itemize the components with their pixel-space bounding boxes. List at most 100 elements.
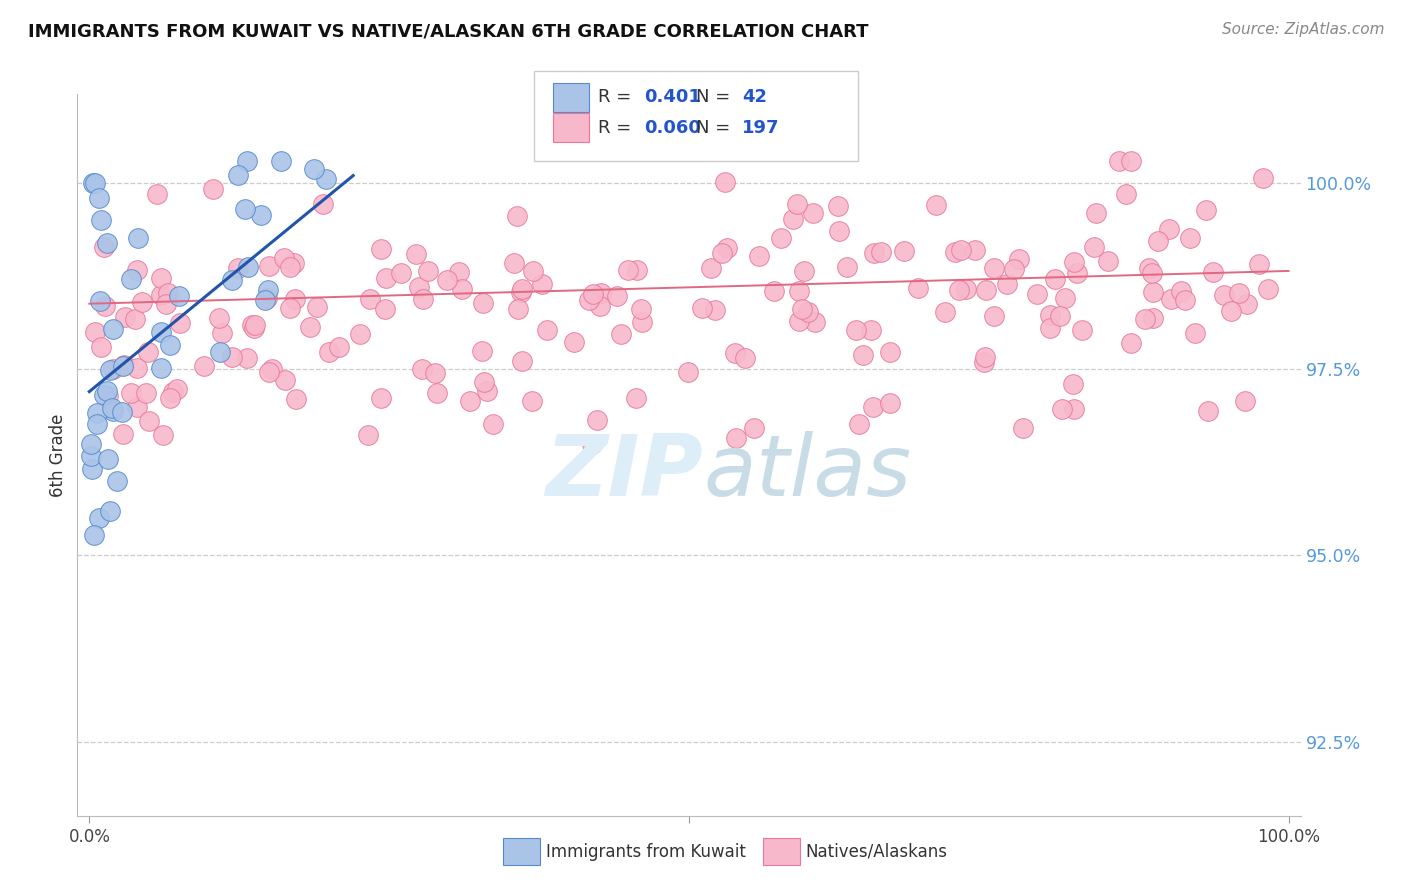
Point — [1049, 309, 1071, 323]
Point — [949, 243, 972, 257]
Point — [893, 244, 915, 259]
Point — [127, 263, 149, 277]
Point — [155, 297, 177, 311]
Point — [503, 255, 526, 269]
Point — [87, 511, 110, 525]
Point — [273, 373, 295, 387]
Text: N =: N = — [696, 88, 735, 106]
Point — [408, 280, 430, 294]
Point — [1140, 266, 1163, 280]
Point — [94, 299, 117, 313]
Point — [630, 301, 652, 316]
Point — [522, 264, 544, 278]
Point — [1135, 311, 1157, 326]
Point — [724, 346, 747, 360]
Point — [1227, 286, 1250, 301]
Point — [510, 282, 533, 296]
Point — [375, 271, 398, 285]
Point — [458, 394, 481, 409]
Point — [586, 413, 609, 427]
Point — [87, 191, 110, 205]
Point — [328, 340, 350, 354]
Point — [235, 154, 257, 169]
Point — [356, 428, 378, 442]
Point — [370, 391, 392, 405]
Point — [1137, 260, 1160, 275]
Point — [1197, 403, 1219, 417]
Point — [127, 231, 149, 245]
Point — [150, 325, 173, 339]
Point — [869, 245, 891, 260]
Text: 42: 42 — [742, 88, 768, 106]
Point — [98, 362, 121, 376]
Point — [256, 283, 278, 297]
Point — [725, 431, 748, 445]
Point — [965, 243, 987, 257]
Point — [120, 272, 142, 286]
Point — [793, 264, 815, 278]
Point — [520, 394, 543, 409]
Point — [827, 199, 849, 213]
Point — [973, 355, 995, 369]
Text: 0.060: 0.060 — [644, 119, 700, 136]
Point — [84, 176, 107, 190]
Text: Immigrants from Kuwait: Immigrants from Kuwait — [546, 843, 745, 861]
Point — [226, 168, 249, 182]
Text: R =: R = — [598, 119, 637, 136]
Point — [631, 316, 654, 330]
Point — [451, 283, 474, 297]
Point — [278, 301, 301, 315]
Point — [256, 291, 278, 305]
Text: 197: 197 — [742, 119, 780, 136]
Point — [789, 284, 811, 298]
Text: R =: R = — [598, 88, 637, 106]
Text: Natives/Alaskans: Natives/Alaskans — [806, 843, 948, 861]
Point — [124, 312, 146, 326]
Point — [278, 260, 301, 274]
Point — [374, 301, 396, 316]
Point — [610, 326, 633, 341]
Point — [863, 246, 886, 260]
Point — [315, 172, 337, 186]
Point — [411, 362, 433, 376]
Point — [1212, 288, 1234, 302]
Point — [995, 277, 1018, 291]
Point — [676, 365, 699, 379]
Point — [221, 350, 243, 364]
Point — [89, 294, 111, 309]
Point — [837, 260, 859, 274]
Point — [349, 327, 371, 342]
Point — [426, 386, 449, 401]
Point — [852, 348, 875, 362]
Point — [250, 208, 273, 222]
Point — [1220, 303, 1243, 318]
Point — [742, 421, 765, 435]
Point — [482, 417, 505, 432]
Point — [626, 263, 648, 277]
Point — [748, 250, 770, 264]
Point — [240, 318, 263, 332]
Point — [1063, 401, 1085, 416]
Point — [471, 344, 494, 359]
Point — [713, 175, 735, 189]
Point — [925, 198, 948, 212]
Point — [96, 235, 118, 250]
Point — [93, 240, 115, 254]
Point — [934, 305, 956, 319]
Point — [93, 387, 115, 401]
Point — [389, 266, 412, 280]
Point — [260, 362, 283, 376]
Point — [700, 260, 723, 275]
Point — [828, 224, 851, 238]
Point — [1160, 293, 1182, 307]
Point — [1234, 394, 1257, 409]
Point — [226, 261, 249, 276]
Point — [801, 206, 824, 220]
Point — [624, 391, 647, 405]
Point — [617, 263, 640, 277]
Point — [100, 401, 122, 415]
Point — [193, 359, 215, 373]
Point — [763, 284, 786, 298]
Point — [582, 287, 605, 301]
Point — [1119, 153, 1142, 168]
